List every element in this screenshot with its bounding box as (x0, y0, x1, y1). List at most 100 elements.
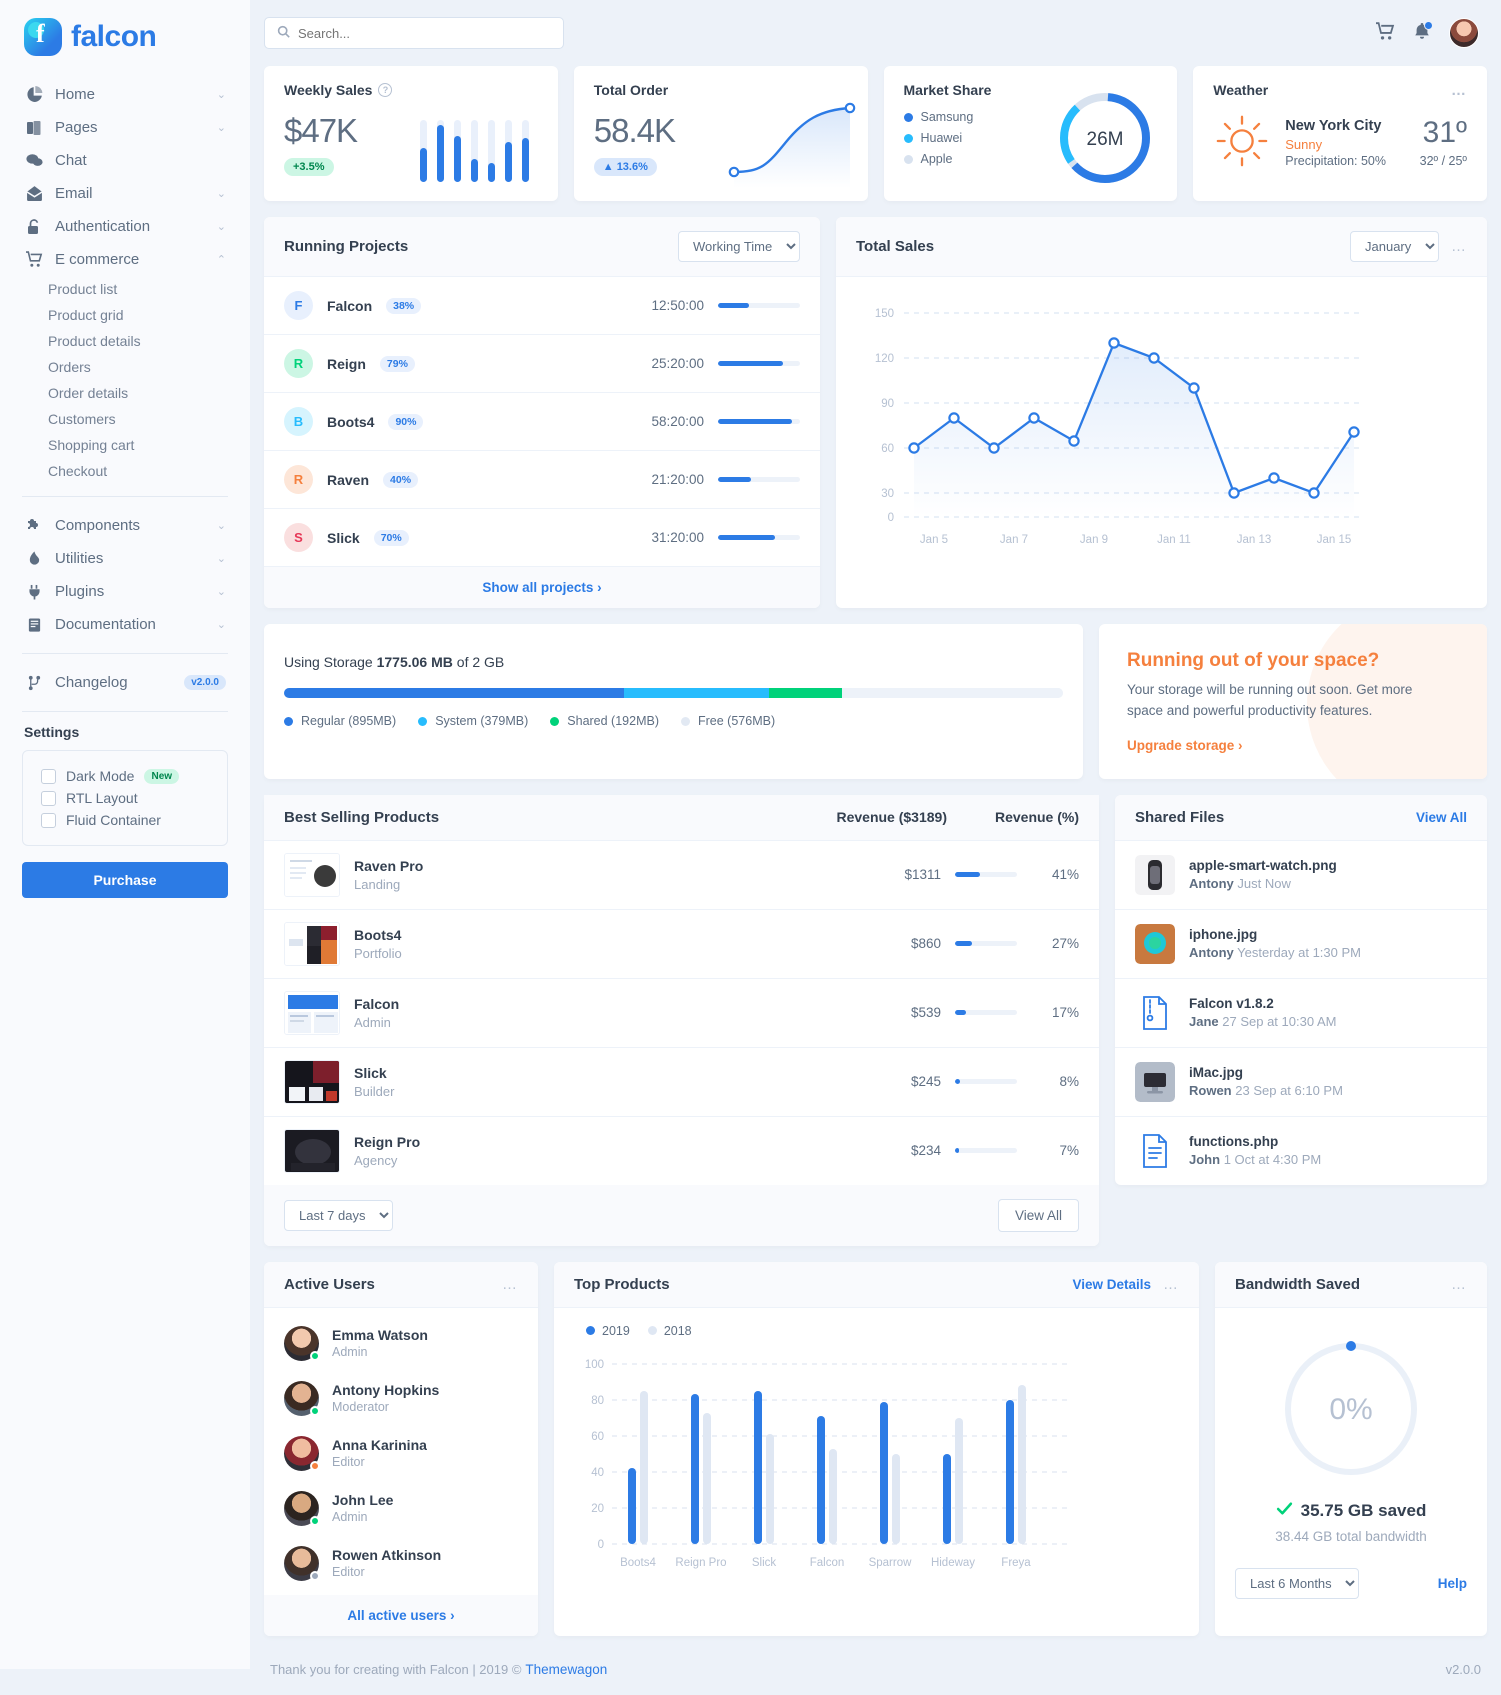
total-sales-menu-icon[interactable]: … (1451, 238, 1467, 255)
view-all-button[interactable]: View All (997, 1198, 1079, 1232)
setting-dark-mode[interactable]: Dark Mode New (41, 765, 209, 787)
notification-dot (1424, 20, 1433, 30)
help-link[interactable]: Help (1437, 1575, 1467, 1591)
list-item[interactable]: Anna Karinina Editor (264, 1426, 538, 1481)
sidebar-subitem-shopping-cart[interactable]: Shopping cart (48, 437, 135, 453)
weather-temp: 31º (1422, 115, 1467, 149)
sidebar-subitem-product-details[interactable]: Product details (48, 333, 141, 349)
version-badge: v2.0.0 (184, 675, 226, 690)
project-row[interactable]: F Falcon 38% 12:50:00 (264, 277, 820, 335)
bell-icon[interactable] (1413, 20, 1433, 44)
project-row[interactable]: B Boots4 90% 58:20:00 (264, 393, 820, 451)
brand-logo[interactable]: falcon (22, 0, 228, 78)
sidebar-item-label: Components (55, 517, 141, 534)
projects-sales-row: Running Projects Working Time F Falcon 3… (264, 217, 1487, 608)
weather-range: 32º / 25º (1419, 153, 1467, 168)
sidebar-item-utilities[interactable]: Utilities ⌄ (22, 542, 228, 575)
product-revenue: $245 (910, 1074, 941, 1090)
avatar[interactable] (1449, 18, 1479, 48)
list-item[interactable]: iMac.jpg Rowen 23 Sep at 6:10 PM (1115, 1048, 1487, 1117)
purchase-button[interactable]: Purchase (22, 862, 228, 898)
month-select[interactable]: January (1350, 231, 1439, 262)
active-users-menu-icon[interactable]: … (502, 1275, 518, 1293)
sidebar-subitem-checkout[interactable]: Checkout (48, 463, 108, 479)
last-6-months-select[interactable]: Last 6 Months (1235, 1567, 1359, 1599)
shared-files-view-all-link[interactable]: View All (1415, 809, 1467, 825)
sun-icon (1213, 112, 1271, 173)
search-input[interactable] (298, 25, 551, 41)
search-bar[interactable] (264, 17, 564, 49)
col-revenue: Revenue ($3189) (836, 809, 947, 826)
legend-item-huawei: Huawei (903, 131, 1158, 145)
legend-label: Regular (895MB) (301, 714, 397, 728)
sidebar-item-label: Plugins (55, 583, 105, 600)
table-row[interactable]: Raven Pro Landing $1311 41% (264, 841, 1099, 910)
sidebar-subitem-customers[interactable]: Customers (48, 411, 116, 427)
sidebar-item-email[interactable]: Email ⌄ (22, 177, 228, 210)
product-category: Builder (354, 1083, 395, 1099)
legend-dot (681, 716, 690, 726)
total-order-value: 58.4K (593, 112, 676, 149)
sidebar-item-home[interactable]: Home ⌄ (22, 78, 228, 111)
product-name: Falcon (354, 995, 400, 1012)
project-row[interactable]: R Raven 40% 21:20:00 (264, 451, 820, 509)
checkbox-dark-mode[interactable] (41, 768, 56, 784)
sidebar-subitem-product-grid[interactable]: Product grid (48, 307, 124, 323)
weather-menu-icon[interactable]: … (1451, 81, 1467, 99)
show-all-projects-link[interactable]: Show all projects › (482, 580, 602, 595)
sidebar-item-changelog[interactable]: Changelog v2.0.0 (22, 666, 228, 699)
cart-icon[interactable] (1376, 22, 1395, 44)
storage-segment-regular (284, 688, 625, 698)
sidebar-item-documentation[interactable]: Documentation ⌄ (22, 608, 228, 641)
table-row[interactable]: Boots4 Portfolio $860 27% (264, 910, 1099, 979)
table-row[interactable]: Falcon Admin $539 17% (264, 979, 1099, 1048)
project-row[interactable]: R Reign 79% 25:20:00 (264, 335, 820, 393)
list-item[interactable]: Rowen Atkinson Editor (264, 1536, 538, 1591)
list-item[interactable]: Antony Hopkins Moderator (264, 1371, 538, 1426)
working-time-select[interactable]: Working Time (678, 231, 800, 262)
list-item[interactable]: apple-smart-watch.png Antony Just Now (1115, 841, 1487, 910)
active-users-card: Active Users … Emma Watson Admin Antony … (264, 1261, 538, 1636)
sidebar-subitem-orders[interactable]: Orders (48, 359, 91, 375)
sidebar-item-chat[interactable]: Chat (22, 144, 228, 177)
project-progress-bar (718, 303, 800, 308)
user-role: Moderator (332, 1400, 389, 1415)
view-details-link[interactable]: View Details (1072, 1276, 1151, 1292)
last-7-days-select[interactable]: Last 7 days (284, 1199, 393, 1231)
sidebar-subitem-product-list[interactable]: Product list (48, 281, 118, 297)
sidebar-item-plugins[interactable]: Plugins ⌄ (22, 575, 228, 608)
legend-label: Apple (920, 152, 953, 166)
project-progress-bar (718, 419, 800, 424)
product-revenue: $234 (910, 1143, 941, 1159)
checkbox-fluid-container[interactable] (41, 812, 56, 828)
setting-rtl-layout[interactable]: RTL Layout (41, 787, 209, 809)
product-revenue-pct: 7% (1059, 1143, 1079, 1159)
checkbox-rtl-layout[interactable] (41, 790, 56, 806)
project-row[interactable]: S Slick 70% 31:20:00 (264, 509, 820, 567)
list-item[interactable]: iphone.jpg Antony Yesterday at 1:30 PM (1115, 910, 1487, 979)
sidebar-item-pages[interactable]: Pages ⌄ (22, 111, 228, 144)
bandwidth-menu-icon[interactable]: … (1451, 1275, 1467, 1293)
sidebar-item-components[interactable]: Components ⌄ (22, 509, 228, 542)
table-row[interactable]: Reign Pro Agency $234 7% (264, 1117, 1099, 1185)
top-products-menu-icon[interactable]: … (1163, 1275, 1179, 1293)
sidebar-subitem-order-details[interactable]: Order details (48, 385, 129, 401)
list-item[interactable]: John Lee Admin (264, 1481, 538, 1536)
sidebar-item-authentication[interactable]: Authentication ⌄ (22, 210, 228, 243)
sidebar-item-ecommerce[interactable]: E commerce ⌃ (22, 243, 228, 276)
table-row[interactable]: Slick Builder $245 8% (264, 1048, 1099, 1117)
best-selling-card: Best Selling Products Revenue ($3189) Re… (264, 794, 1099, 1246)
upgrade-storage-link[interactable]: Upgrade storage › (1127, 737, 1243, 753)
list-item[interactable]: Emma Watson Admin (264, 1316, 538, 1371)
help-icon[interactable]: ? (378, 83, 393, 97)
themewagon-link[interactable]: Themewagon (525, 1661, 608, 1677)
legend-label: System (379MB) (435, 714, 529, 728)
user-name: Antony Hopkins (332, 1382, 440, 1399)
setting-label: Fluid Container (66, 812, 161, 828)
all-active-users-link[interactable]: All active users › (347, 1607, 455, 1623)
promo-text: Your storage will be running out soon. G… (1127, 682, 1413, 718)
setting-fluid-container[interactable]: Fluid Container (41, 809, 209, 831)
svg-text:Freya: Freya (1001, 1557, 1031, 1569)
list-item[interactable]: Falcon v1.8.2 Jane 27 Sep at 10:30 AM (1115, 979, 1487, 1048)
list-item[interactable]: functions.php John 1 Oct at 4:30 PM (1115, 1117, 1487, 1185)
